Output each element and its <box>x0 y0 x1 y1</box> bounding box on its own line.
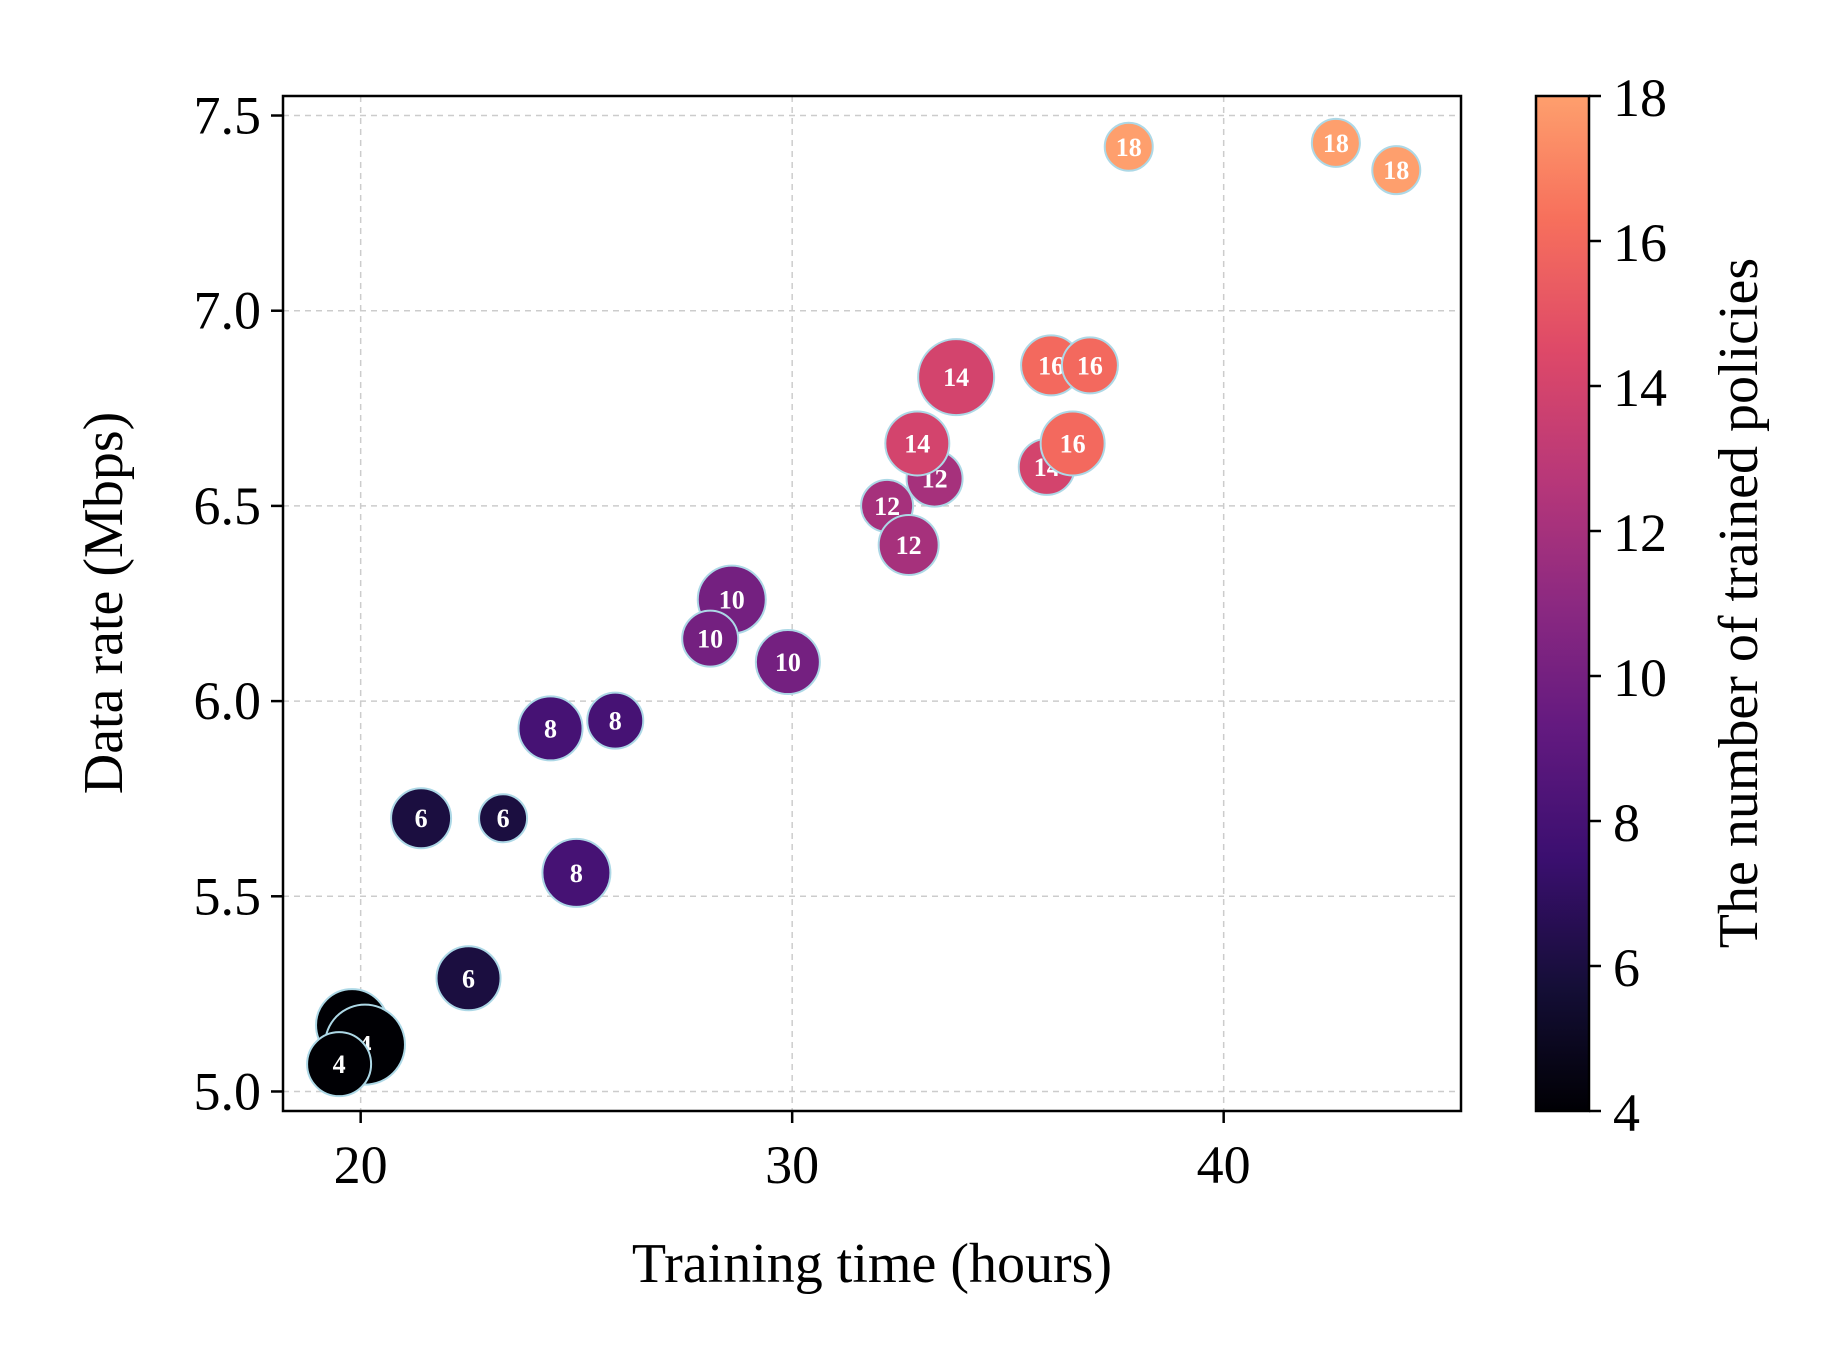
x-tick-label: 20 <box>334 1135 388 1195</box>
point-marker <box>390 787 453 850</box>
point-marker <box>917 338 996 417</box>
point-label: 18 <box>1116 133 1142 162</box>
point-marker <box>478 793 529 844</box>
y-tick-label: 5.5 <box>194 866 262 926</box>
y-tick-label: 5.0 <box>194 1061 262 1121</box>
colorbar-tick-label: 4 <box>1613 1083 1640 1143</box>
colorbar-tick-label: 14 <box>1613 358 1667 418</box>
point-label: 16 <box>1060 429 1086 458</box>
point-marker <box>877 513 940 576</box>
x-tick-label: 30 <box>765 1135 819 1195</box>
data-point: 8 <box>517 695 584 762</box>
data-point: 8 <box>541 837 612 908</box>
point-marker <box>884 410 951 477</box>
data-point: 16 <box>1060 336 1119 395</box>
point-marker <box>1039 410 1106 477</box>
y-tick-label: 6.0 <box>194 671 262 731</box>
point-label: 16 <box>1038 351 1064 380</box>
data-point: 14 <box>917 338 996 417</box>
point-marker <box>306 1031 373 1098</box>
y-tick-label: 6.5 <box>194 476 262 536</box>
colorbar-ticks: 4 6 8 10 12 14 16 18 <box>1589 68 1667 1143</box>
point-label: 18 <box>1383 156 1409 185</box>
point-marker <box>1371 145 1422 196</box>
data-point: 4 <box>306 1031 373 1098</box>
point-label: 6 <box>462 964 475 993</box>
point-label: 6 <box>415 804 428 833</box>
point-label: 10 <box>719 586 745 615</box>
colorbar <box>1536 96 1589 1111</box>
colorbar-label: The number of trained policies <box>1708 258 1770 948</box>
y-tick-label: 7.0 <box>194 281 262 341</box>
x-axis-ticks: 20 30 40 <box>334 1111 1251 1195</box>
data-point: 6 <box>390 787 453 850</box>
point-label: 14 <box>904 429 930 458</box>
colorbar-tick-label: 8 <box>1613 793 1640 853</box>
data-point: 6 <box>435 945 502 1012</box>
point-label: 4 <box>333 1050 346 1079</box>
point-marker <box>754 629 821 696</box>
data-point: 12 <box>877 513 940 576</box>
point-label: 8 <box>609 707 622 736</box>
point-label: 6 <box>497 804 510 833</box>
point-label: 12 <box>874 492 900 521</box>
colorbar-tick-label: 12 <box>1613 503 1667 563</box>
data-point: 10 <box>754 629 821 696</box>
point-label: 8 <box>570 859 583 888</box>
point-marker <box>586 691 645 750</box>
data-point: 6 <box>478 793 529 844</box>
data-point: 18 <box>1310 117 1361 168</box>
point-label: 18 <box>1323 129 1349 158</box>
point-label: 8 <box>544 714 557 743</box>
plot-frame <box>281 94 1463 1113</box>
point-marker <box>435 945 502 1012</box>
point-label: 14 <box>943 363 969 392</box>
point-label: 10 <box>775 648 801 677</box>
colorbar-tick-label: 10 <box>1613 648 1667 708</box>
colorbar-frame <box>1534 94 1591 1113</box>
point-marker <box>1310 117 1361 168</box>
point-marker <box>517 695 584 762</box>
point-label: 16 <box>1077 351 1103 380</box>
data-points: 444666888101010121212141414161616181818 <box>306 117 1422 1098</box>
data-point: 8 <box>586 691 645 750</box>
colorbar-tick-label: 16 <box>1613 213 1667 273</box>
point-marker <box>1103 121 1154 172</box>
colorbar-tick-label: 6 <box>1613 938 1640 998</box>
point-marker <box>1060 336 1119 395</box>
y-tick-label: 7.5 <box>194 86 262 146</box>
point-marker <box>541 837 612 908</box>
y-axis-ticks: 5.0 5.5 6.0 6.5 7.0 7.5 <box>194 86 283 1121</box>
y-axis-label: Data rate (Mbps) <box>73 412 135 795</box>
data-point: 18 <box>1103 121 1154 172</box>
point-label: 10 <box>697 625 723 654</box>
data-point: 14 <box>884 410 951 477</box>
point-label: 12 <box>896 531 922 560</box>
data-point: 10 <box>681 609 740 668</box>
x-axis-label: Training time (hours) <box>632 1233 1112 1295</box>
x-tick-label: 40 <box>1197 1135 1251 1195</box>
point-marker <box>681 609 740 668</box>
data-point: 18 <box>1371 145 1422 196</box>
colorbar-tick-label: 18 <box>1613 68 1667 128</box>
data-point: 16 <box>1039 410 1106 477</box>
